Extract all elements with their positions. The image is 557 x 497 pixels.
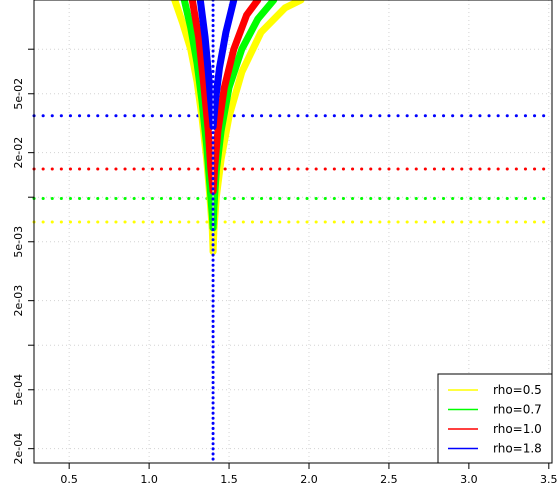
x-tick-label: 1.5: [220, 473, 238, 486]
y-tick-label: 2e-03: [12, 285, 25, 317]
x-tick-label: 3.5: [540, 473, 557, 486]
legend-label: rho=0.5: [493, 383, 542, 397]
x-tick-label: 0.5: [60, 473, 78, 486]
y-axis: 2e-04 5e-04 2e-03 5e-03 2e-02 5e-02: [12, 48, 34, 465]
y-tick-label: 2e-02: [12, 137, 25, 169]
series-rho=1.0: [188, 0, 262, 195]
legend: rho=0.5 rho=0.7 rho=1.0 rho=1.8: [437, 373, 553, 464]
legend-label: rho=0.7: [493, 403, 542, 417]
curve-right-rho=1.8: [209, 0, 238, 131]
plot-frame: [33, 0, 553, 464]
y-tick-label: 5e-02: [12, 78, 25, 110]
legend-label: rho=1.8: [493, 442, 542, 456]
y-tick-label: 5e-03: [12, 226, 25, 258]
curve-right-rho=0.7: [209, 0, 278, 232]
y-tick-label: 2e-04: [12, 433, 25, 465]
x-tick-label: 2.0: [300, 473, 318, 486]
series-group: [171, 0, 305, 255]
x-tick-label: 3.0: [460, 473, 478, 486]
x-tick-label: 2.5: [380, 473, 398, 486]
reference-lines: [32, 114, 554, 224]
x-axis: 0.5 1.0 1.5 2.0 2.5 3.0 3.5: [60, 463, 557, 486]
y-tick-label: 5e-04: [12, 374, 25, 406]
curve-right-rho=1.0: [209, 0, 262, 195]
x-tick-label: 1.0: [140, 473, 158, 486]
series-rho=1.8: [196, 0, 238, 131]
legend-label: rho=1.0: [493, 422, 542, 436]
